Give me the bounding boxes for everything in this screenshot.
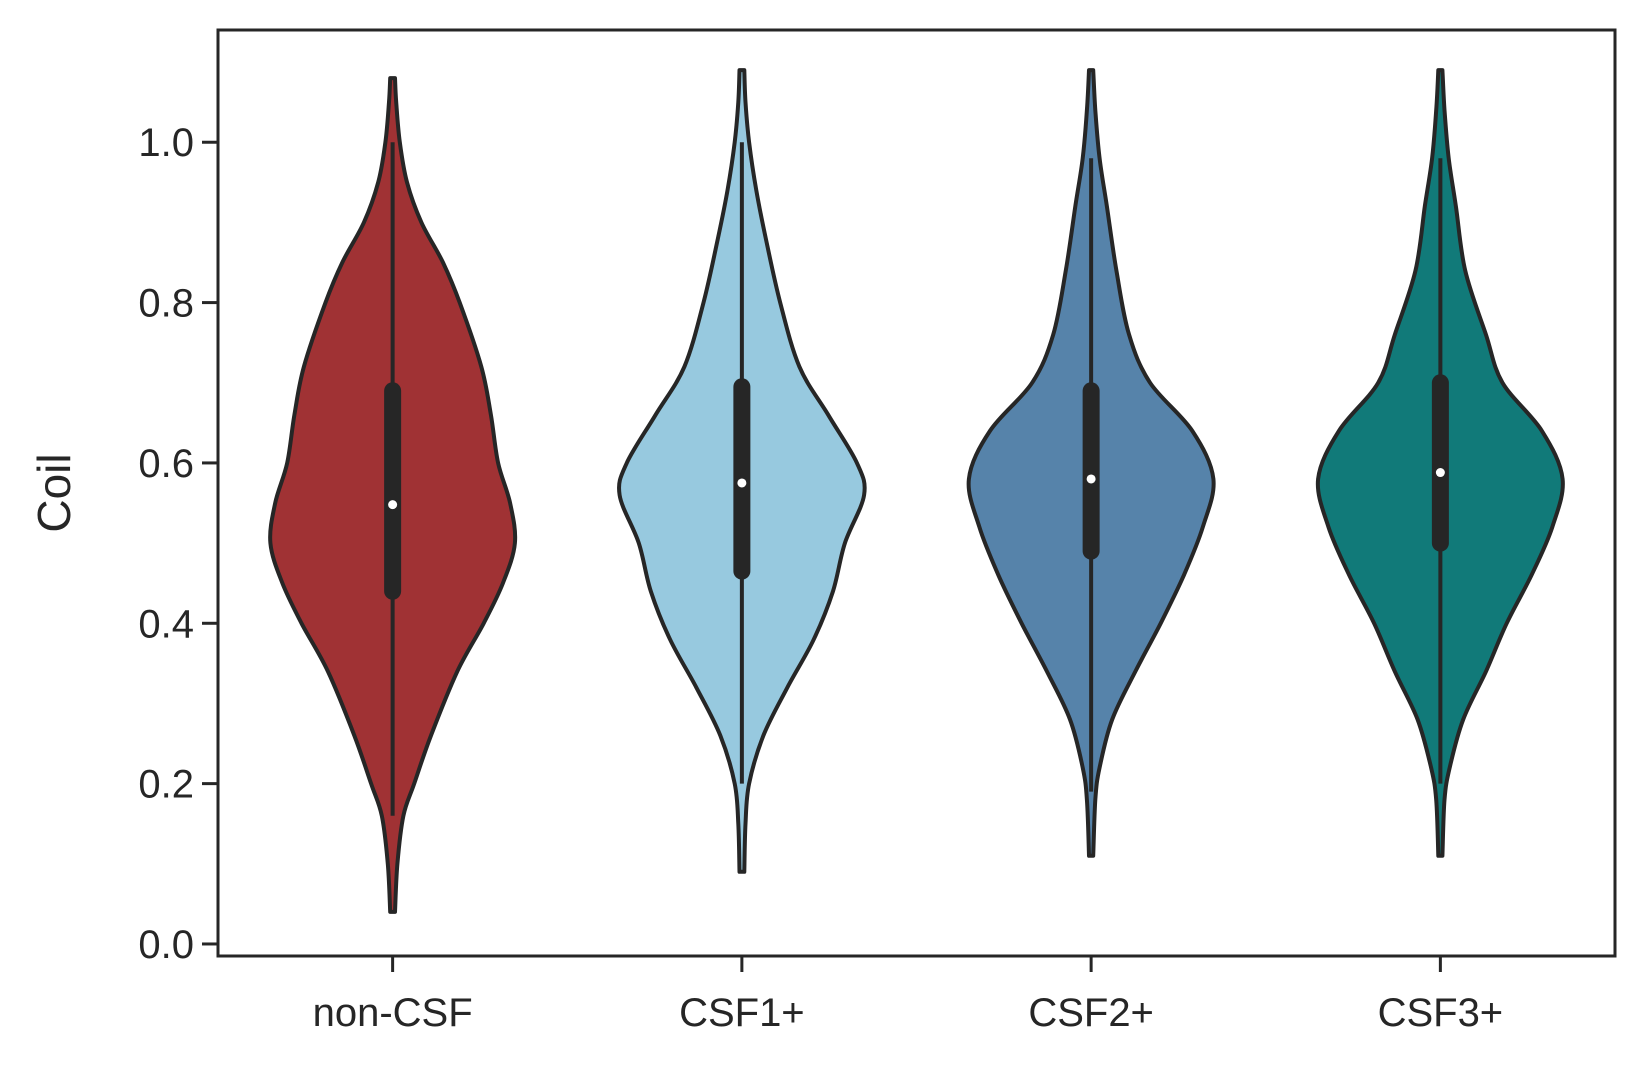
violin-median bbox=[737, 478, 747, 488]
y-tick-label: 0.6 bbox=[138, 442, 194, 486]
x-tick-label: CSF2+ bbox=[1028, 991, 1154, 1035]
y-tick-label: 0.4 bbox=[138, 602, 194, 646]
violin-csf3- bbox=[1315, 68, 1565, 858]
y-axis-label: Coil bbox=[28, 453, 80, 532]
y-tick-label: 0.2 bbox=[138, 763, 194, 807]
violins-layer bbox=[268, 68, 1565, 914]
x-axis: non-CSF CSF1+ CSF2+ CSF3+ bbox=[313, 956, 1504, 1035]
y-axis: 0.0 0.2 0.4 0.6 0.8 1.0 bbox=[138, 121, 218, 967]
violin-median bbox=[388, 500, 398, 510]
y-tick-label: 0.0 bbox=[138, 923, 194, 967]
x-tick-label: CSF3+ bbox=[1378, 991, 1504, 1035]
x-tick-label: non-CSF bbox=[313, 991, 473, 1035]
violin-csf2- bbox=[966, 68, 1216, 858]
plot-frame bbox=[216, 28, 1617, 958]
violin-median bbox=[1435, 468, 1445, 478]
y-tick-label: 0.8 bbox=[138, 282, 194, 326]
violin-non-csf bbox=[268, 76, 518, 914]
violin-csf1- bbox=[617, 68, 867, 874]
violin-median bbox=[1086, 474, 1096, 484]
y-tick-label: 1.0 bbox=[138, 121, 194, 165]
x-tick-label: CSF1+ bbox=[679, 991, 805, 1035]
